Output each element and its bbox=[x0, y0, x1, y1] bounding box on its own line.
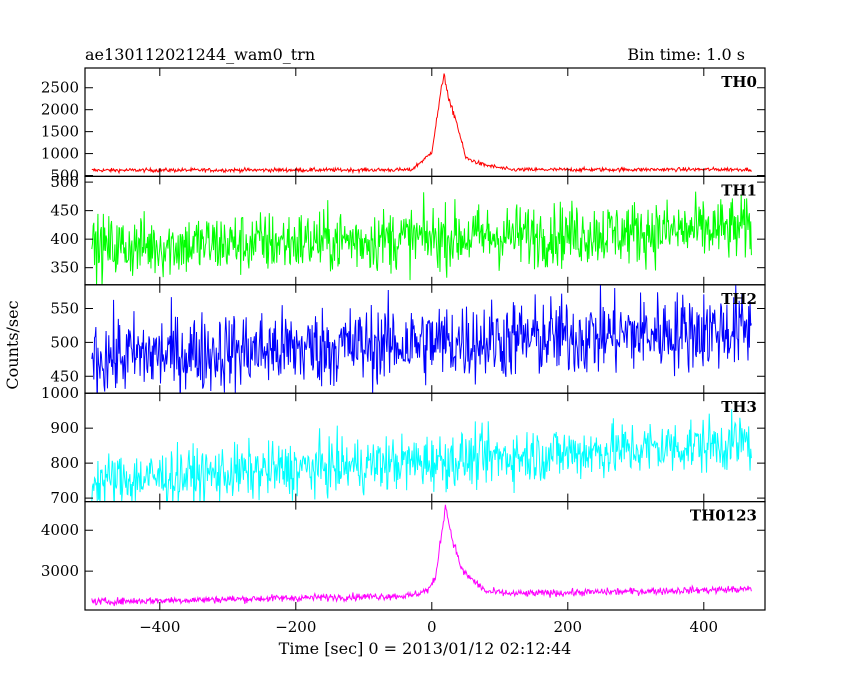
y-tick-label: 1000 bbox=[41, 145, 79, 163]
y-tick-label: 2000 bbox=[41, 101, 79, 119]
series-line-th0 bbox=[91, 73, 752, 175]
y-tick-label: 1000 bbox=[41, 384, 79, 402]
y-tick-label: 450 bbox=[50, 367, 79, 385]
x-tick-label: 400 bbox=[689, 618, 718, 636]
bin-time-label: Bin time: 1.0 s bbox=[627, 45, 745, 64]
series-line-th0123 bbox=[91, 504, 752, 607]
y-tick-label: 500 bbox=[50, 333, 79, 351]
x-tick-label: −400 bbox=[139, 618, 180, 636]
y-tick-label: 500 bbox=[50, 173, 79, 191]
y-tick-label: 450 bbox=[50, 202, 79, 220]
series-line-th3 bbox=[91, 409, 752, 502]
y-tick-label: 2500 bbox=[41, 79, 79, 97]
chart-title: ae130112021244_wam0_trn bbox=[85, 45, 315, 64]
y-tick-label: 350 bbox=[50, 259, 79, 277]
panel-label-th1: TH1 bbox=[721, 181, 757, 199]
panel-label-th2: TH2 bbox=[721, 290, 757, 308]
x-tick-label: −200 bbox=[275, 618, 316, 636]
panel-frame-th0123 bbox=[84, 501, 766, 611]
panel-label-th3: TH3 bbox=[721, 398, 757, 416]
y-tick-label: 1500 bbox=[41, 123, 79, 141]
x-axis-label: Time [sec] 0 = 2013/01/12 02:12:44 bbox=[279, 639, 572, 658]
y-axis-label: Counts/sec bbox=[3, 300, 22, 389]
panel-frame-th0 bbox=[84, 67, 766, 178]
y-tick-label: 900 bbox=[50, 419, 79, 437]
y-tick-label: 700 bbox=[50, 489, 79, 507]
panel-label-th0123: TH0123 bbox=[690, 507, 757, 525]
series-line-th2 bbox=[91, 284, 752, 394]
y-tick-label: 4000 bbox=[41, 521, 79, 539]
series-line-th1 bbox=[91, 191, 752, 285]
y-tick-label: 400 bbox=[50, 230, 79, 248]
panel-label-th0: TH0 bbox=[721, 73, 757, 91]
y-tick-label: 500 bbox=[50, 167, 79, 185]
x-tick-label: 0 bbox=[427, 618, 437, 636]
y-tick-label: 800 bbox=[50, 454, 79, 472]
x-tick-label: 200 bbox=[553, 618, 582, 636]
y-tick-label: 3000 bbox=[41, 562, 79, 580]
y-tick-label: 550 bbox=[50, 300, 79, 318]
